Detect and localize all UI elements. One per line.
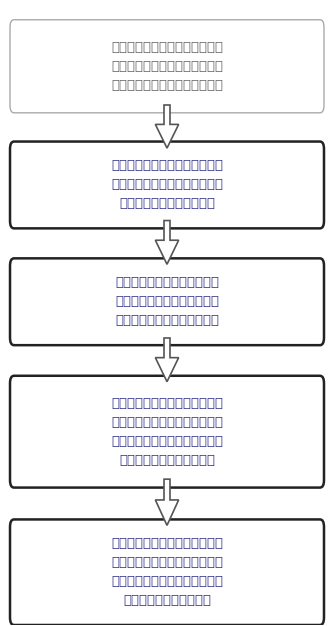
Polygon shape bbox=[155, 105, 179, 148]
FancyBboxPatch shape bbox=[10, 376, 324, 488]
FancyBboxPatch shape bbox=[10, 141, 324, 228]
Polygon shape bbox=[155, 479, 179, 525]
FancyBboxPatch shape bbox=[10, 520, 324, 625]
Text: 在电路网络的待测量线路端点处
测量得到故障产生的暂态信号如
暂态电压信号或暂态电流信号。: 在电路网络的待测量线路端点处 测量得到故障产生的暂态信号如 暂态电压信号或暂态电… bbox=[111, 41, 223, 92]
Text: 将所述暂态信号进行时域反演操
作后，作为信号源如电压源在所
述端点处注入原电路网络。: 将所述暂态信号进行时域反演操 作后，作为信号源如电压源在所 述端点处注入原电路网… bbox=[111, 160, 223, 210]
Text: 在这些一维线路上分别设置短路
支路（即猜测短路支路）作为猜
测故障点，短路电流能量是所述
猜测故障点的位置的函数。: 在这些一维线路上分别设置短路 支路（即猜测短路支路）作为猜 测故障点，短路电流能… bbox=[111, 397, 223, 466]
FancyBboxPatch shape bbox=[10, 20, 324, 113]
Polygon shape bbox=[155, 220, 179, 264]
Polygon shape bbox=[155, 338, 179, 382]
FancyBboxPatch shape bbox=[10, 259, 324, 345]
Text: 求解短路电流能量的最大值，所
有短路电流能量的最大值中的最
大值所对应的猜测短路支路的位
置即为真实故障点位置。: 求解短路电流能量的最大值，所 有短路电流能量的最大值中的最 大值所对应的猜测短路… bbox=[111, 537, 223, 607]
Text: 对于待故障定位的电路网络的
网络拓扑，将复杂网络拆分成
结构最简的若干条一维线路。: 对于待故障定位的电路网络的 网络拓扑，将复杂网络拆分成 结构最简的若干条一维线路… bbox=[115, 276, 219, 327]
